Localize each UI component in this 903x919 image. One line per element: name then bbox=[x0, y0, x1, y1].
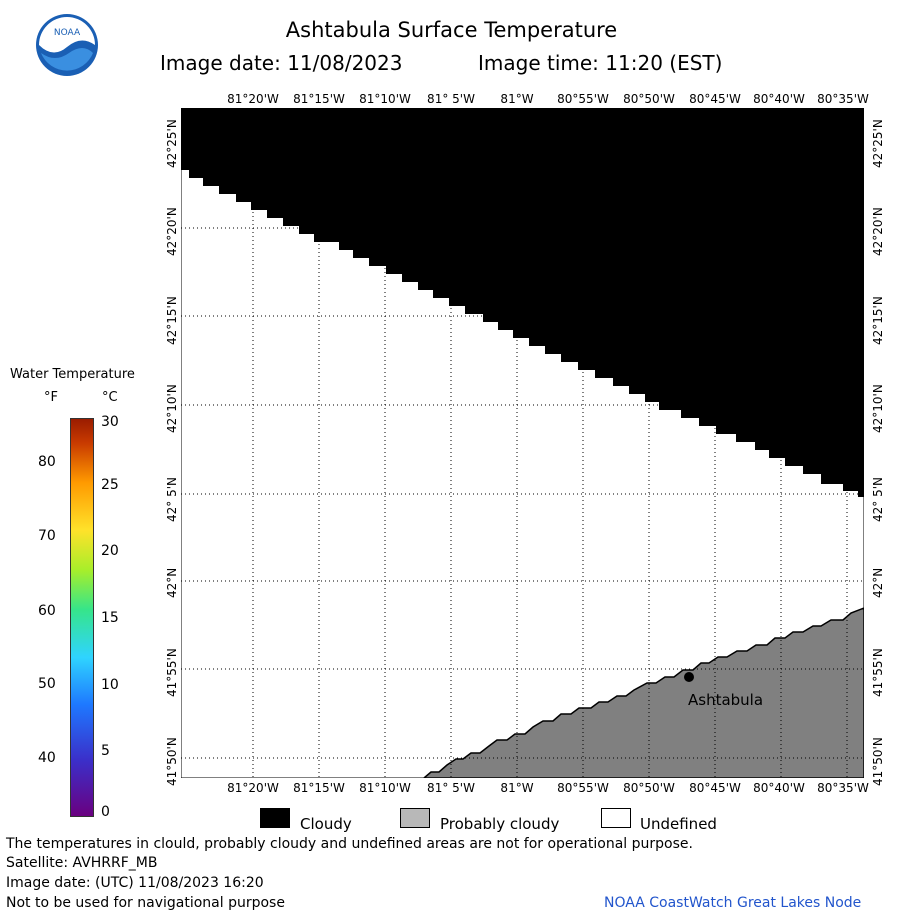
key-undefined-swatch bbox=[601, 808, 631, 828]
c-tick-20: 20 bbox=[101, 543, 119, 559]
lat-label-right: 42°20'N bbox=[871, 207, 885, 256]
lon-label-bottom: 80°50'W bbox=[623, 781, 675, 795]
c-tick-30: 30 bbox=[101, 414, 119, 430]
key-probably-cloudy-label: Probably cloudy bbox=[440, 815, 560, 833]
key-cloudy-label: Cloudy bbox=[300, 815, 352, 833]
lon-label-top: 80°35'W bbox=[817, 92, 869, 106]
c-tick-0: 0 bbox=[101, 804, 110, 820]
lat-label-left: 42°N bbox=[165, 567, 179, 598]
lon-label-top: 81°W bbox=[500, 92, 534, 106]
f-tick-80: 80 bbox=[38, 454, 56, 470]
lon-label-top: 80°55'W bbox=[557, 92, 609, 106]
image-time: Image time: 11:20 (EST) bbox=[478, 51, 723, 75]
lat-label-right: 41°55'N bbox=[871, 648, 885, 697]
lon-label-bottom: 81°10'W bbox=[359, 781, 411, 795]
footer-navigation-warning: Not to be used for navigational purpose bbox=[6, 895, 285, 911]
lon-label-bottom: 81°20'W bbox=[227, 781, 279, 795]
unit-celsius: °C bbox=[102, 390, 118, 405]
lat-label-right: 41°50'N bbox=[871, 737, 885, 786]
map-title: Ashtabula Surface Temperature bbox=[285, 18, 618, 42]
key-probably-cloudy-swatch bbox=[400, 808, 430, 828]
footer-utc-date: Image date: (UTC) 11/08/2023 16:20 bbox=[6, 875, 264, 891]
lat-label-left: 42°10'N bbox=[165, 384, 179, 433]
lon-label-bottom: 80°55'W bbox=[557, 781, 609, 795]
lat-label-left: 41°50'N bbox=[165, 737, 179, 786]
legend-title: Water Temperature bbox=[10, 367, 135, 382]
lon-label-bottom: 80°45'W bbox=[689, 781, 741, 795]
lat-label-right: 42° 5'N bbox=[871, 477, 885, 522]
lon-label-bottom: 80°35'W bbox=[817, 781, 869, 795]
lon-label-top: 81°20'W bbox=[227, 92, 279, 106]
ashtabula-marker bbox=[684, 672, 694, 682]
c-tick-25: 25 bbox=[101, 477, 119, 493]
image-date: Image date: 11/08/2023 bbox=[160, 51, 403, 75]
lat-label-right: 42°15'N bbox=[871, 296, 885, 345]
f-tick-70: 70 bbox=[38, 528, 56, 544]
footer-disclaimer: The temperatures in clould, probably clo… bbox=[6, 836, 693, 852]
lon-label-bottom: 81°15'W bbox=[293, 781, 345, 795]
cloudy-region bbox=[181, 108, 864, 497]
c-tick-15: 15 bbox=[101, 610, 119, 626]
lon-label-top: 80°40'W bbox=[753, 92, 805, 106]
f-tick-50: 50 bbox=[38, 676, 56, 692]
lat-label-left: 42° 5'N bbox=[165, 477, 179, 522]
key-cloudy-swatch bbox=[260, 808, 290, 828]
lon-label-top: 80°45'W bbox=[689, 92, 741, 106]
lat-label-left: 42°25'N bbox=[165, 119, 179, 168]
lon-label-top: 80°50'W bbox=[623, 92, 675, 106]
temperature-map bbox=[181, 108, 864, 778]
lat-label-right: 42°25'N bbox=[871, 119, 885, 168]
f-tick-40: 40 bbox=[38, 750, 56, 766]
lon-label-top: 81°15'W bbox=[293, 92, 345, 106]
key-undefined-label: Undefined bbox=[640, 815, 717, 833]
lon-label-top: 81°10'W bbox=[359, 92, 411, 106]
c-tick-5: 5 bbox=[101, 743, 110, 759]
unit-fahrenheit: °F bbox=[44, 390, 58, 405]
lon-label-top: 81° 5'W bbox=[427, 92, 475, 106]
lat-label-left: 42°15'N bbox=[165, 296, 179, 345]
noaa-logo: NOAA bbox=[36, 14, 98, 76]
lat-label-left: 42°20'N bbox=[165, 207, 179, 256]
lon-label-bottom: 80°40'W bbox=[753, 781, 805, 795]
noaa-logo-text: NOAA bbox=[54, 28, 81, 38]
temperature-color-bar bbox=[70, 418, 94, 817]
lat-label-left: 41°55'N bbox=[165, 648, 179, 697]
lon-label-bottom: 81°W bbox=[500, 781, 534, 795]
c-tick-10: 10 bbox=[101, 677, 119, 693]
city-label-ashtabula: Ashtabula bbox=[688, 691, 764, 709]
lat-label-right: 42°10'N bbox=[871, 384, 885, 433]
probably-cloudy-region bbox=[422, 607, 864, 778]
footer-credit: NOAA CoastWatch Great Lakes Node bbox=[604, 895, 862, 911]
footer-satellite: Satellite: AVHRRF_MB bbox=[6, 855, 158, 871]
lat-label-right: 42°N bbox=[871, 567, 885, 598]
lon-label-bottom: 81° 5'W bbox=[427, 781, 475, 795]
f-tick-60: 60 bbox=[38, 603, 56, 619]
